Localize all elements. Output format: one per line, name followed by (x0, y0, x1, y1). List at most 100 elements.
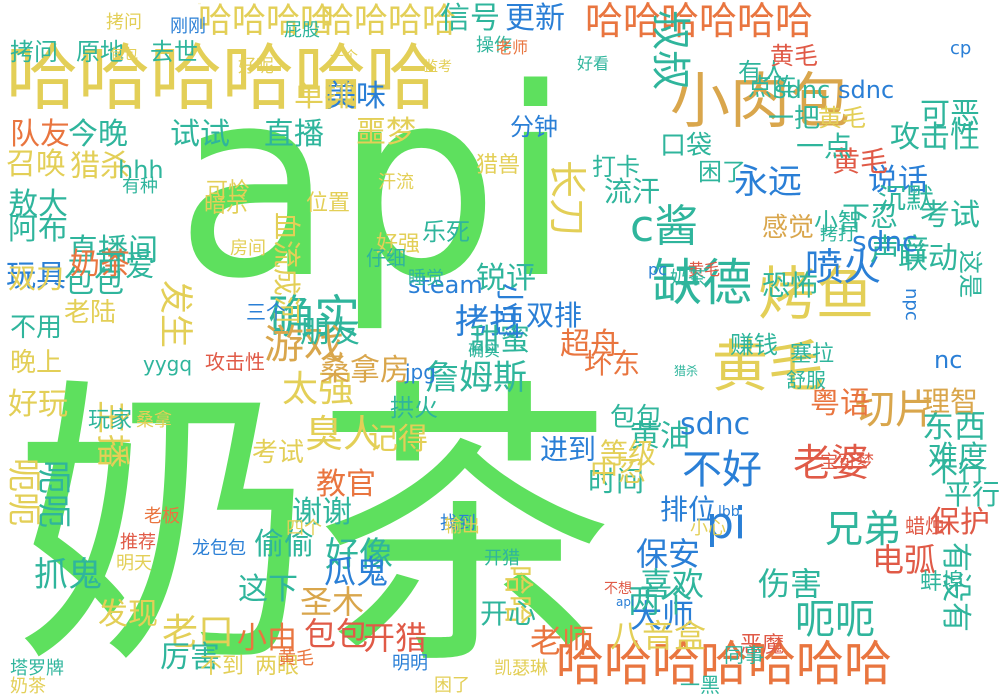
cloud-word: 双排 (526, 299, 583, 332)
cloud-word: 宝可梦 (820, 452, 874, 473)
cloud-word: 保护 (930, 505, 990, 540)
cloud-word: 包包 (610, 403, 663, 433)
cloud-word: 黄毛 (832, 145, 889, 178)
cloud-word: 烤鱼 (758, 260, 875, 328)
cloud-word: 黄毛 (278, 648, 314, 669)
cloud-word: 试试 (170, 117, 230, 152)
cloud-word: 刚刚 (170, 16, 206, 37)
cloud-word: 叔叔 (647, 10, 693, 90)
cloud-word: 美味 (326, 79, 386, 114)
cloud-word: 塞拉 (790, 342, 835, 367)
cloud-word: 难度 (928, 440, 988, 475)
cloud-word: 位置 (306, 191, 351, 216)
cloud-word: 中忍 (590, 455, 647, 488)
cloud-word: 黄毛 (770, 42, 818, 70)
cloud-word: 点阵 (748, 73, 796, 101)
cloud-word: 考试 (252, 438, 305, 468)
cloud-word: 黄毛 (818, 104, 866, 132)
cloud-word: pi (706, 498, 747, 549)
cloud-word: 小肉包 (670, 67, 850, 137)
cloud-word: yygq (143, 352, 193, 376)
cloud-word: api (175, 34, 572, 336)
cloud-word: 可恶 (920, 97, 980, 132)
cloud-word: 奶茶 (10, 676, 46, 697)
cloud-word: 流汗 (604, 175, 661, 208)
cloud-word: 原地 (76, 38, 124, 66)
cloud-word: 口袋 (660, 131, 713, 161)
cloud-word: jpg (405, 360, 436, 384)
cloud-word: 好像 (325, 535, 393, 575)
cloud-word: 包包 (110, 47, 138, 63)
cloud-word: lbb (718, 504, 740, 520)
cloud-word: 有种 (122, 176, 158, 197)
cloud-word: 小智 (814, 208, 862, 236)
cloud-word: 兄弟 (825, 507, 902, 551)
cloud-word: cp (950, 38, 972, 59)
cloud-word: 确实 (468, 341, 501, 360)
cloud-word: 老婆 (793, 441, 870, 485)
cloud-word: 推荐 (120, 532, 156, 553)
cloud-word: 老板 (144, 506, 180, 527)
cloud-word: 塔罗牌 (10, 658, 64, 679)
cloud-word: 偷偷 (254, 527, 314, 562)
cloud-word: 瓜鬼 (324, 553, 389, 591)
cloud-word: 开心 (480, 597, 537, 630)
cloud-word: 小心 (690, 518, 726, 539)
cloud-word: 老师 (496, 38, 529, 57)
cloud-word: 进到 (540, 433, 597, 466)
cloud-word: 攻击性 (205, 350, 265, 374)
cloud-word: 单排 (294, 79, 354, 114)
cloud-word: 抓鬼 (34, 555, 102, 595)
cloud-word: 詹姆斯 (425, 358, 527, 398)
cloud-word: api (616, 595, 635, 609)
cloud-word: 阿布 (8, 212, 68, 247)
cloud-word: 黄毛 (688, 260, 721, 279)
cloud-word: 双刀 (8, 262, 65, 295)
cloud-word: 哈哈哈哈 (198, 1, 334, 41)
cloud-word: 召唤 (6, 147, 66, 182)
cloud-word: 喷火 (805, 245, 882, 289)
cloud-word: 理智 (922, 385, 979, 418)
cloud-word: 桑拿 (136, 410, 172, 431)
cloud-word: 分钟 (510, 113, 558, 141)
cloud-word: 乐死 (422, 218, 470, 246)
cloud-word: 攻击性 (890, 120, 980, 155)
cloud-word: 声音 (870, 233, 930, 268)
cloud-word: 不行 (930, 455, 987, 488)
cloud-word: 两个 (628, 582, 693, 620)
cloud-word: 同事 (724, 643, 764, 667)
cloud-word: 找到 (440, 513, 476, 534)
cloud-word: 奶茶 (70, 247, 130, 282)
cloud-word: 说话 (868, 163, 928, 198)
cloud-word: hhh (118, 156, 164, 184)
cloud-word: 锐评 (476, 261, 536, 296)
cloud-word: 桑拿房 (320, 353, 410, 388)
cloud-word: 喜欢 (640, 565, 705, 603)
cloud-word: 游戏 (264, 322, 344, 368)
cloud-word: 这下 (238, 572, 298, 607)
cloud-word: c酱 (630, 201, 699, 252)
cloud-word: 保安 (636, 535, 701, 573)
cloud-word: 老陆 (64, 298, 117, 328)
cloud-word: 哈哈哈哈哈哈哈 (556, 636, 893, 692)
cloud-word: 小由 (237, 621, 297, 656)
cloud-word: 下忍 (842, 200, 899, 233)
cloud-word: 好玩 (8, 387, 68, 422)
cloud-word: 一个 (330, 49, 358, 65)
cloud-word: 教官 (316, 467, 376, 502)
cloud-word: 直播 (264, 117, 324, 152)
cloud-word: 发现 (98, 597, 158, 632)
cloud-word: 猎杀 (674, 364, 699, 378)
cloud-word: 奶茶 (14, 355, 614, 700)
cloud-word: 沉默 (878, 182, 935, 215)
cloud-word: 信号 (440, 1, 500, 36)
cloud-word: 奶茶 (670, 268, 706, 289)
cloud-word: 暗示 (204, 193, 249, 218)
cloud-word: 确实 (268, 290, 360, 344)
cloud-word: sdnc (852, 225, 918, 258)
cloud-word: 电弧 (872, 541, 937, 579)
cloud-word: 可爱 (95, 249, 155, 284)
cloud-word: 仔细 (366, 246, 406, 270)
cloud-word: 拷打 (820, 224, 856, 245)
